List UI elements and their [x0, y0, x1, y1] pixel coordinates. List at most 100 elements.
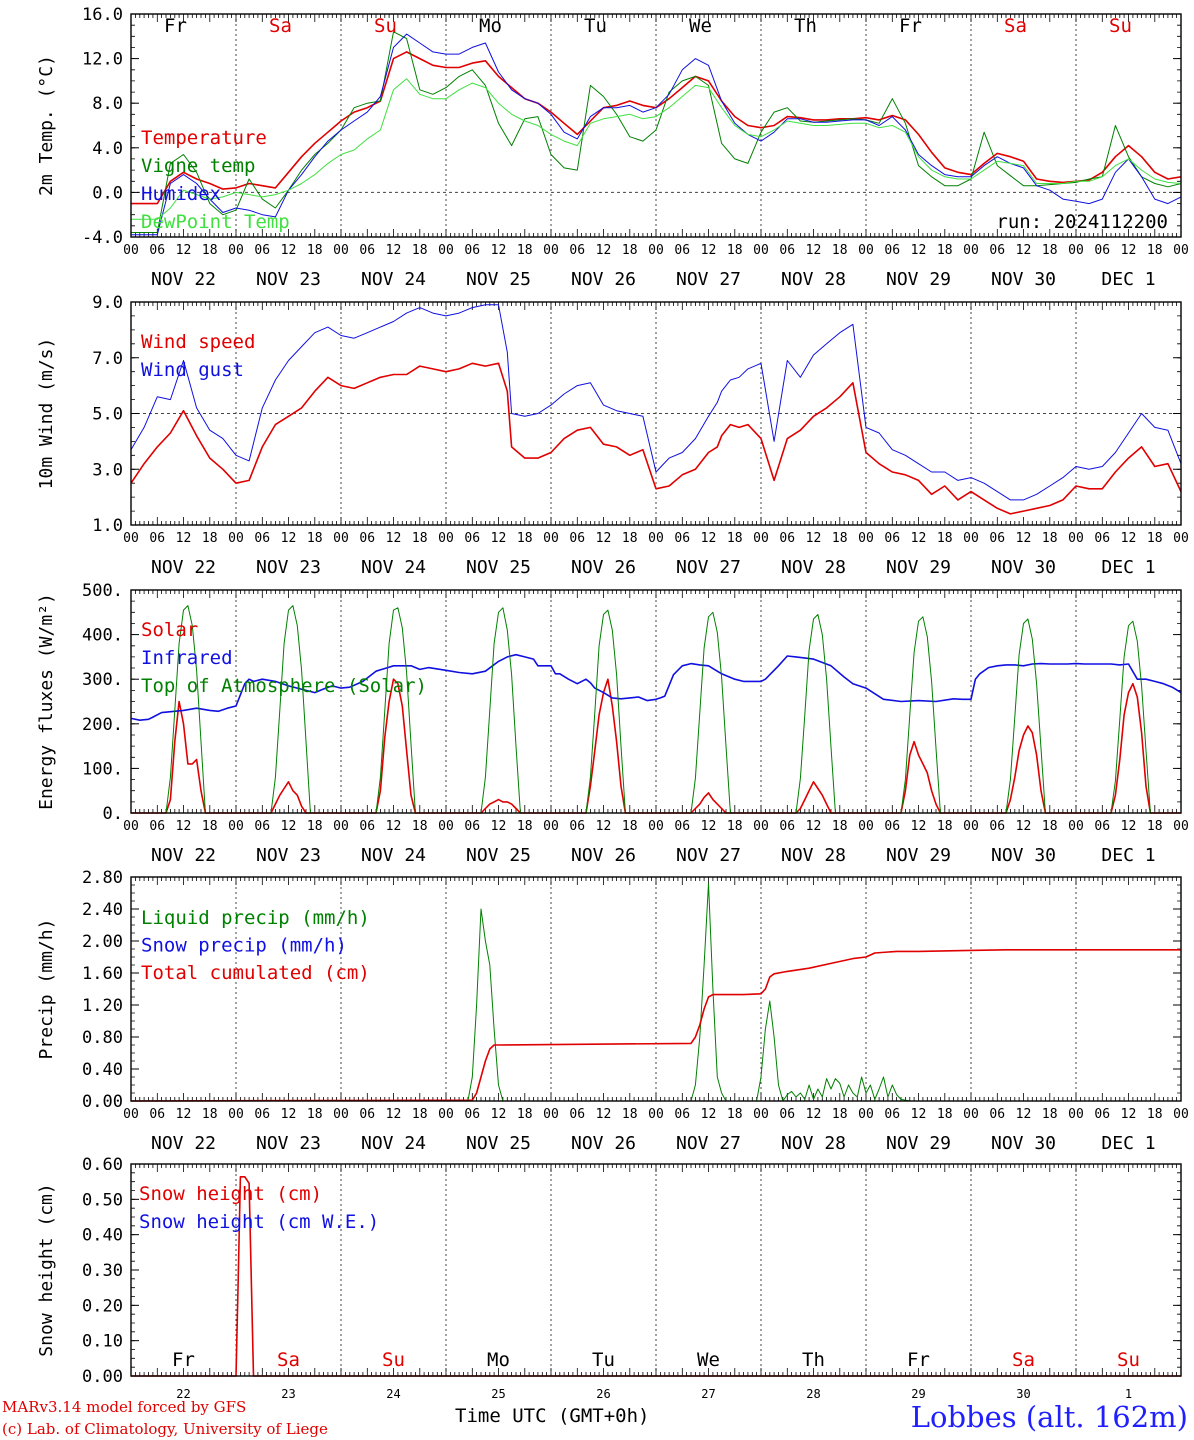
hour-tick-label: 06 — [779, 531, 795, 546]
y-tick-label: 0.50 — [82, 1190, 123, 1210]
hour-tick-label: 00 — [753, 819, 769, 834]
hour-tick-label: 00 — [753, 1107, 769, 1122]
hour-tick-label: 18 — [202, 819, 218, 834]
hour-tick-label: 06 — [569, 531, 585, 546]
legend-entry: Snow height (cm) — [139, 1183, 322, 1205]
hour-tick-label: 00 — [123, 1107, 139, 1122]
hour-tick-label: 00 — [333, 1107, 349, 1122]
hour-tick-label: 06 — [149, 1107, 165, 1122]
hour-tick-label: 12 — [596, 243, 612, 258]
hour-tick-label: 12 — [701, 819, 717, 834]
hour-tick-label: 00 — [1068, 1107, 1084, 1122]
hour-tick-label: 00 — [228, 243, 244, 258]
hour-tick-label: 18 — [622, 1107, 638, 1122]
y-tick-label: 12.0 — [82, 50, 123, 70]
hour-tick-label: 06 — [149, 819, 165, 834]
series-line-3 — [131, 33, 1182, 236]
hour-tick-label: 00 — [858, 1107, 874, 1122]
date-label: NOV 22 — [151, 269, 216, 290]
day-label-bottom: Mo — [487, 1349, 510, 1371]
y-tick-label: 200. — [82, 715, 123, 735]
legend-entry: DewPoint Temp — [141, 211, 290, 233]
hour-tick-label: 18 — [1042, 1107, 1058, 1122]
hour-tick-label: 12 — [386, 1107, 402, 1122]
day-number-label: 22 — [176, 1387, 190, 1401]
hour-tick-label: 06 — [884, 531, 900, 546]
hour-tick-label: 18 — [307, 1107, 323, 1122]
date-label: NOV 25 — [466, 845, 531, 866]
hour-tick-label: 06 — [674, 531, 690, 546]
date-label: NOV 22 — [151, 557, 216, 578]
date-label: NOV 27 — [676, 845, 741, 866]
hour-tick-label: 06 — [359, 243, 375, 258]
y-tick-label: 2.00 — [82, 932, 123, 952]
date-label: NOV 26 — [571, 557, 636, 578]
panel-2: 1.0 3.0 5.0 7.0 9.0 10m Wind (m/s) Wind speed W… — [36, 293, 1189, 578]
y-tick-label: 5.0 — [92, 405, 123, 425]
hour-tick-label: 18 — [412, 243, 428, 258]
date-label: NOV 26 — [571, 1133, 636, 1154]
hour-tick-label: 12 — [701, 531, 717, 546]
hour-tick-label: 00 — [228, 531, 244, 546]
credit-line-1: MARv3.14 model forced by GFS — [2, 1398, 247, 1416]
panel-frame — [130, 301, 1182, 526]
y-tick-label: 4.0 — [92, 139, 123, 159]
date-label: NOV 23 — [256, 1133, 321, 1154]
hour-tick-label: 12 — [701, 243, 717, 258]
hour-tick-label: 06 — [464, 819, 480, 834]
date-label: NOV 24 — [361, 269, 426, 290]
legend-entry: Infrared — [141, 647, 233, 669]
date-label: NOV 28 — [781, 557, 846, 578]
hour-tick-label: 12 — [176, 819, 192, 834]
hour-tick-label: 12 — [491, 243, 507, 258]
hour-tick-label: 00 — [1068, 819, 1084, 834]
hour-tick-label: 00 — [753, 243, 769, 258]
hour-tick-label: 12 — [701, 1107, 717, 1122]
y-tick-label: 3.0 — [92, 460, 123, 480]
date-label: NOV 30 — [991, 845, 1056, 866]
hour-tick-label: 18 — [307, 243, 323, 258]
hour-tick-label: 18 — [832, 1107, 848, 1122]
hour-tick-label: 00 — [1173, 531, 1189, 546]
legend-entry: Snow precip (mm/h) — [141, 935, 347, 957]
hour-tick-label: 06 — [884, 243, 900, 258]
hour-tick-label: 18 — [202, 531, 218, 546]
x-axis-title: Time UTC (GMT+0h) — [455, 1405, 650, 1427]
date-label: NOV 23 — [256, 269, 321, 290]
hour-tick-label: 18 — [412, 531, 428, 546]
hour-tick-label: 12 — [1121, 531, 1137, 546]
hour-tick-label: 18 — [937, 1107, 953, 1122]
date-label: NOV 29 — [886, 845, 951, 866]
date-label: NOV 30 — [991, 557, 1056, 578]
hour-tick-label: 06 — [464, 243, 480, 258]
hour-tick-label: 12 — [806, 531, 822, 546]
day-number-label: 25 — [491, 1387, 505, 1401]
hour-tick-label: 18 — [517, 243, 533, 258]
day-label-bottom: Fr — [172, 1349, 195, 1371]
hour-tick-label: 12 — [491, 531, 507, 546]
y-tick-label: 2.80 — [82, 868, 123, 888]
panel-3: 0. 100. 200. 300. 400. 500. Energy fluxes (W/m… — [36, 581, 1189, 866]
hour-tick-label: 06 — [254, 1107, 270, 1122]
hour-tick-label: 00 — [963, 1107, 979, 1122]
hour-tick-label: 00 — [123, 243, 139, 258]
date-label: NOV 30 — [991, 269, 1056, 290]
hour-tick-label: 18 — [622, 531, 638, 546]
date-label: DEC 1 — [1101, 269, 1155, 290]
series-line-2 — [130, 304, 1182, 501]
hour-tick-label: 00 — [753, 531, 769, 546]
hour-tick-label: 18 — [622, 819, 638, 834]
hour-tick-label: 18 — [1147, 819, 1163, 834]
hour-tick-label: 00 — [1173, 1107, 1189, 1122]
hour-tick-label: 06 — [989, 1107, 1005, 1122]
y-tick-label: 8.0 — [92, 94, 123, 114]
series-line-4 — [131, 78, 1182, 220]
hour-tick-label: 06 — [674, 1107, 690, 1122]
panel-frame — [130, 589, 1182, 814]
hour-tick-label: 18 — [517, 819, 533, 834]
hour-tick-label: 06 — [884, 1107, 900, 1122]
day-label-bottom: Sa — [1012, 1349, 1035, 1371]
day-label-bottom: Sa — [277, 1349, 300, 1371]
day-label-top: Su — [1109, 15, 1132, 37]
y-tick-label: 400. — [82, 626, 123, 646]
